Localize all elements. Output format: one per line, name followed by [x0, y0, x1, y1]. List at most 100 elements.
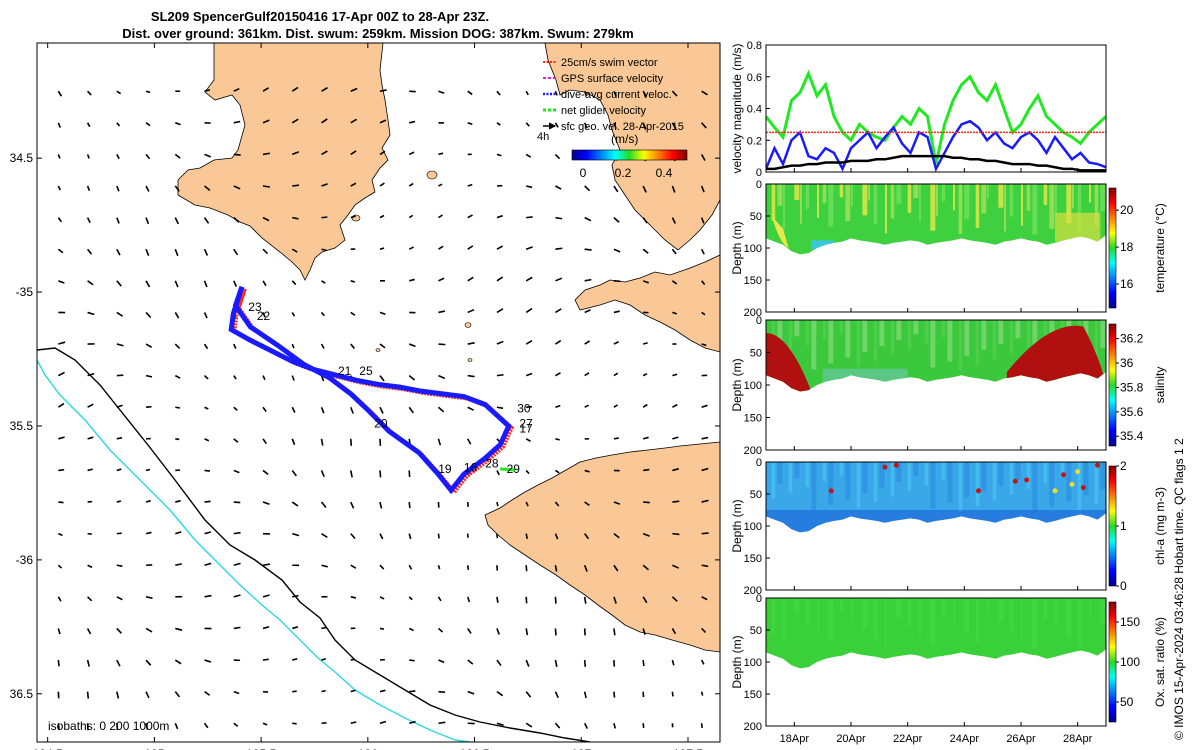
surface-velocity-arrow — [466, 596, 471, 603]
surface-velocity-arrow — [643, 501, 650, 504]
surface-velocity-arrow — [583, 90, 588, 97]
surface-velocity-arrow — [525, 722, 533, 728]
surface-velocity-arrow — [496, 501, 499, 507]
colorbar-label: chl-a (mg m-3) — [1153, 487, 1167, 565]
velocity-ylabel: velocity magnitude (m/s) — [730, 43, 744, 173]
surface-velocity-arrow — [438, 245, 444, 250]
depth-tick: 200 — [744, 445, 762, 457]
surface-velocity-arrow — [701, 343, 707, 347]
surface-velocity-arrow — [57, 628, 61, 635]
surface-velocity-arrow — [116, 468, 122, 472]
surface-velocity-arrow — [116, 217, 120, 224]
surface-velocity-arrow — [291, 312, 296, 317]
surface-velocity-arrow — [496, 153, 502, 157]
surface-velocity-arrow — [262, 280, 267, 287]
legend-4h-marker: 4h — [537, 131, 549, 143]
surface-velocity-arrow — [438, 277, 445, 282]
surface-velocity-arrow — [57, 402, 65, 408]
surface-velocity-arrow — [555, 372, 561, 377]
surface-velocity-arrow — [438, 659, 445, 664]
surface-velocity-arrow — [233, 626, 241, 630]
surface-velocity-arrow — [86, 659, 91, 667]
surface-velocity-arrow — [291, 438, 296, 446]
colorbar-tick: 35.8 — [1120, 380, 1144, 394]
velocity-y-tick: 0.6 — [747, 72, 762, 84]
surface-velocity-arrow — [58, 468, 65, 472]
surface-velocity-arrow — [379, 689, 386, 693]
surface-velocity-arrow — [525, 153, 532, 158]
surface-velocity-arrow — [554, 565, 558, 572]
surface-velocity-arrow — [86, 185, 91, 192]
surface-velocity-arrow — [350, 721, 357, 725]
surface-velocity-arrow — [321, 564, 328, 568]
surface-velocity-arrow — [408, 214, 414, 219]
land-yorke-south — [574, 254, 720, 353]
surface-velocity-arrow — [145, 468, 151, 472]
surface-velocity-arrow — [555, 469, 560, 474]
surface-velocity-arrow — [467, 438, 472, 445]
surface-velocity-arrow — [292, 657, 298, 661]
colorbar-tick: 36.2 — [1120, 332, 1144, 346]
surface-velocity-arrow — [496, 628, 500, 635]
time-tick-label: 18Apr — [780, 733, 810, 745]
surface-velocity-arrow — [496, 340, 504, 345]
surface-velocity-arrows — [57, 86, 709, 731]
surface-velocity-arrow — [642, 373, 648, 377]
surface-velocity-arrow — [204, 375, 209, 380]
surface-velocity-arrow — [671, 596, 678, 602]
surface-velocity-arrow — [320, 470, 325, 478]
surface-velocity-arrow — [379, 375, 385, 382]
surface-velocity-arrow — [57, 723, 60, 731]
surface-velocity-arrow — [233, 343, 237, 349]
surface-velocity-arrow — [292, 722, 297, 725]
surface-velocity-arrow — [262, 312, 266, 318]
day-label: 23 — [248, 300, 262, 314]
surface-velocity-arrow — [175, 122, 181, 126]
surface-velocity-arrow — [116, 691, 120, 699]
surface-velocity-arrow — [379, 247, 385, 250]
chl-a-hotspot — [1012, 478, 1018, 484]
surface-velocity-arrow — [321, 532, 328, 538]
surface-velocity-arrow — [672, 564, 680, 569]
depth-ylabel: Depth (m) — [730, 221, 744, 274]
surface-velocity-arrow — [671, 217, 676, 224]
surface-velocity-arrow — [525, 438, 531, 443]
surface-velocity-arrow — [438, 90, 445, 95]
surface-velocity-arrow — [233, 469, 240, 474]
surface-velocity-arrow — [204, 89, 211, 92]
surface-velocity-arrow — [233, 280, 238, 287]
surface-velocity-arrow — [233, 501, 241, 504]
surface-velocity-arrow — [496, 406, 504, 410]
depth-tick: 0 — [756, 315, 762, 327]
surface-velocity-arrow — [701, 532, 709, 535]
surface-velocity-arrow — [466, 565, 470, 570]
surface-velocity-arrow — [174, 722, 179, 730]
surface-velocity-arrow — [145, 248, 150, 256]
surface-velocity-arrow — [467, 308, 475, 314]
surface-velocity-arrow — [525, 533, 529, 539]
surface-velocity-arrow — [320, 406, 325, 414]
surface-velocity-arrow — [467, 628, 472, 634]
surface-velocity-arrow — [437, 596, 442, 602]
speed-colorbar — [571, 149, 688, 161]
surface-velocity-arrow — [262, 87, 269, 92]
surface-velocity-arrow — [437, 565, 441, 570]
surface-velocity-arrow — [672, 500, 680, 503]
surface-velocity-arrow — [408, 596, 413, 601]
surface-velocity-arrow — [408, 246, 414, 250]
surface-velocity-arrow — [642, 122, 647, 130]
credit-text: © IMOS 15-Apr-2024 03:46:28 Hobart time.… — [1172, 438, 1186, 740]
map-x-tick-label: 137 — [571, 747, 591, 750]
surface-velocity-arrow — [350, 689, 356, 693]
surface-velocity-arrow — [584, 533, 590, 540]
surface-velocity-arrow — [203, 312, 208, 319]
surface-velocity-arrow — [467, 374, 475, 378]
surface-velocity-arrow — [613, 248, 621, 253]
surface-velocity-arrow — [262, 594, 270, 598]
surface-velocity-arrow — [321, 150, 328, 156]
surface-velocity-arrow — [379, 150, 386, 156]
depth-tick: 50 — [750, 489, 762, 501]
surface-velocity-arrow — [613, 501, 621, 505]
